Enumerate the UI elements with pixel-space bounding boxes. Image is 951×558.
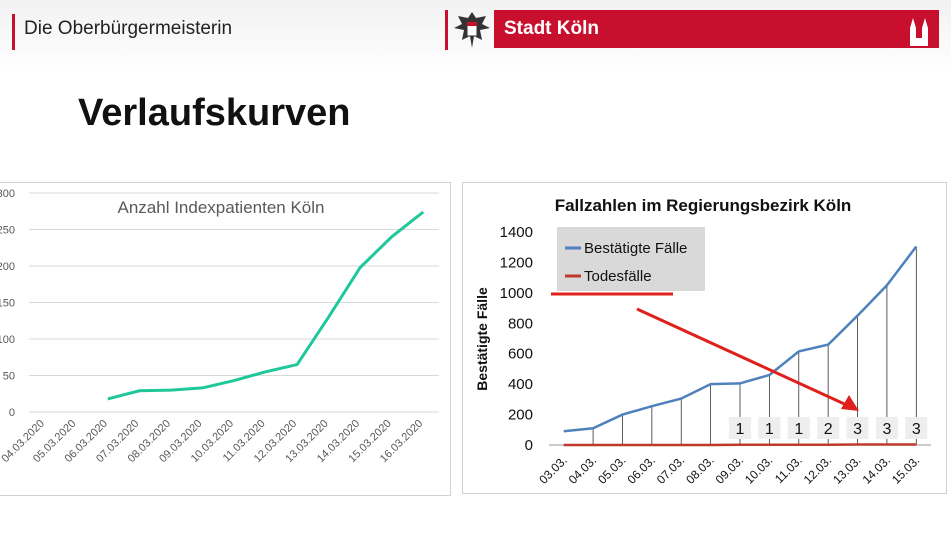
series-line-bestaetigte-faelle [563, 245, 918, 433]
x-tick-label: 07.03. [654, 453, 687, 486]
x-tick-label: 05.03. [595, 453, 628, 486]
legend-label-todesfaelle: Todesfälle [584, 268, 652, 285]
death-label-box [787, 417, 810, 439]
death-data-label: 1 [736, 421, 745, 438]
y-tick-label: 150 [0, 298, 15, 310]
series-line [107, 210, 425, 401]
x-tick-label: 09.03. [713, 453, 746, 486]
city-banner: Stadt Köln [494, 10, 939, 48]
x-tick-label: 15.03. [889, 453, 922, 486]
death-data-label: 1 [765, 421, 774, 438]
y-tick-label: 250 [0, 225, 15, 237]
header-divider-left [12, 14, 15, 50]
y-tick-label: 1400 [500, 224, 533, 241]
x-tick-label: 12.03. [801, 453, 834, 486]
death-label-box [875, 417, 898, 439]
chart-title: Fallzahlen im Regierungsbezirk Köln [555, 196, 852, 215]
y-tick-label: 800 [508, 315, 533, 332]
annotation-arrowhead [841, 395, 859, 411]
legend: Bestätigte Fälle Todesfälle [557, 227, 705, 291]
death-data-label: 2 [824, 421, 833, 438]
death-label-box [729, 417, 751, 439]
y-tick-label: 1000 [500, 285, 533, 302]
y-tick-label: 50 [3, 371, 15, 383]
y-tick-label: 200 [508, 407, 533, 424]
office-label: Die Oberbürgermeisterin [24, 18, 233, 39]
y-tick-label: 100 [0, 334, 15, 346]
annotation-arrow [636, 307, 852, 409]
x-tick-label: 11.03. [772, 453, 805, 486]
y-tick-label: 300 [0, 188, 15, 200]
y-tick-label: 400 [508, 376, 533, 393]
legend-label-bestaetigte: Bestätigte Fälle [584, 240, 687, 257]
y-tick-label: 1200 [500, 254, 533, 271]
y-tick-label: 0 [9, 407, 15, 419]
y-tick-label: 0 [525, 437, 533, 454]
header-divider-right [445, 10, 448, 50]
page-title: Verlaufskurven [78, 92, 351, 134]
death-data-label: 3 [853, 421, 862, 438]
death-label-box [758, 417, 781, 439]
legend-box [557, 227, 705, 291]
y-axis-label: Bestätigte Fälle [474, 287, 490, 391]
cathedral-icon [910, 18, 928, 46]
slide-header: Die Oberbürgermeisterin Stadt Köln [0, 0, 951, 75]
death-data-label: 1 [794, 421, 803, 438]
x-tick-label: 13.03. [830, 453, 863, 486]
series-line-todesfaelle [563, 443, 917, 447]
death-label-box [817, 417, 840, 439]
death-label-box [846, 417, 869, 439]
chart-fallzahlen-panel: Fallzahlen im Regierungsbezirk Köln Best… [462, 182, 947, 494]
death-data-label: 3 [912, 421, 921, 438]
chart-indexpatienten-panel: Anzahl Indexpatienten Köln 0 50 100 150 200 2… [0, 182, 451, 496]
x-tick-label: 06.03. [624, 453, 657, 486]
x-tick-label: 14.03. [860, 453, 893, 486]
eagle-coat-of-arms-icon [454, 12, 490, 48]
death-data-label: 3 [882, 421, 891, 438]
y-tick-label: 600 [508, 346, 533, 363]
chart-fallzahlen: Fallzahlen im Regierungsbezirk Köln Best… [474, 196, 931, 487]
y-tick-label: 200 [0, 261, 15, 273]
city-name: Stadt Köln [504, 18, 599, 39]
x-tick-label: 08.03. [683, 453, 716, 486]
x-tick-label: 04.03. [566, 453, 599, 486]
x-tick-label: 10.03. [742, 453, 775, 486]
chart-indexpatienten: Anzahl Indexpatienten Köln 0 50 100 150 200 2… [0, 188, 439, 465]
chart-title: Anzahl Indexpatienten Köln [118, 198, 325, 217]
x-tick-label: 03.03. [536, 453, 569, 486]
death-label-box [905, 417, 928, 439]
